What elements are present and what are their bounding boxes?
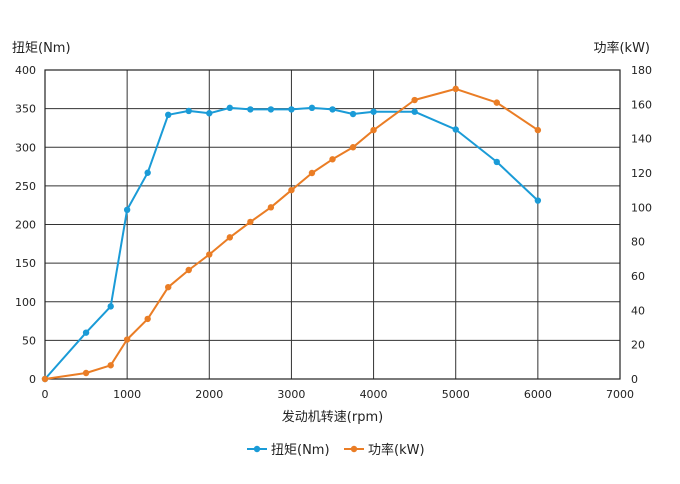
x-tick-label: 2000 (195, 388, 223, 401)
legend: 扭矩(Nm) 功率(kW) (247, 442, 425, 458)
y-left-axis-title: 扭矩(Nm) (12, 41, 71, 56)
torque-point (411, 108, 418, 115)
torque-point (226, 104, 234, 112)
y-right-tick-label: 120 (631, 167, 652, 180)
power-point (493, 99, 500, 106)
y-left-tick-label: 350 (15, 103, 36, 116)
x-tick-label: 5000 (442, 388, 470, 401)
y-left-tick-label: 300 (15, 141, 36, 154)
series-line-torque (44, 106, 539, 380)
y-right-tick-label: 40 (631, 304, 645, 317)
power-point (206, 251, 213, 258)
power-point (349, 144, 357, 151)
power-point (329, 156, 336, 163)
power-point (41, 375, 49, 383)
torque-point (349, 110, 357, 118)
y-right-tick-label: 100 (631, 201, 652, 214)
y-left-tick-label: 0 (29, 373, 36, 386)
y-right-tick-label: 0 (631, 373, 638, 386)
torque-point (185, 107, 192, 115)
y-left-tick-label: 200 (15, 219, 36, 232)
torque-point (107, 303, 114, 310)
torque-point (452, 126, 459, 133)
grid (44, 69, 621, 380)
torque-point (123, 206, 131, 214)
power-point (123, 336, 131, 343)
y-left-tick-label: 250 (15, 180, 36, 193)
y-right-tick-label: 160 (631, 98, 652, 111)
torque-point (144, 169, 151, 176)
power-point (165, 283, 172, 291)
power-point (411, 96, 418, 104)
torque-point (493, 158, 500, 166)
x-tick-label: 3000 (277, 388, 305, 401)
power-point (82, 369, 90, 377)
axes: 0 1000 2000 3000 4000 5000 6000 700005010015020… (12, 40, 652, 425)
torque-point (288, 106, 295, 113)
power-point (247, 218, 254, 226)
y-right-tick-label: 20 (631, 339, 645, 352)
x-tick-label: 0 (42, 388, 49, 401)
power-point (226, 234, 234, 241)
torque-point (329, 106, 336, 113)
y-right-tick-label: 60 (631, 270, 645, 283)
y-left-tick-label: 400 (15, 64, 36, 77)
torque-point (82, 329, 90, 336)
power-point (308, 169, 316, 177)
torque-point (370, 108, 377, 115)
power-point (185, 266, 192, 274)
torque-point (206, 110, 213, 117)
power-point (144, 315, 151, 323)
y-right-tick-label: 180 (631, 64, 652, 77)
y-right-tick-label: 140 (631, 133, 652, 146)
torque-point (267, 106, 275, 113)
legend-marker-torque (253, 445, 261, 453)
x-tick-label: 4000 (360, 388, 388, 401)
y-right-axis-title: 功率(kW) (593, 40, 650, 56)
x-tick-label: 1000 (113, 388, 141, 401)
torque-point (247, 106, 254, 113)
power-point (288, 186, 295, 194)
torque-point (165, 111, 172, 119)
power-point (370, 126, 377, 134)
power-point (452, 85, 459, 93)
plot-frame (44, 69, 621, 380)
y-right-tick-label: 80 (631, 236, 645, 249)
x-tick-label: 7000 (606, 388, 634, 401)
y-left-tick-label: 100 (15, 296, 36, 309)
y-left-tick-label: 150 (15, 257, 36, 270)
legend-marker-power (350, 445, 358, 453)
legend-label-power: 功率(kW) (368, 442, 425, 458)
series (41, 85, 542, 383)
power-point (534, 126, 542, 134)
legend-label-torque: 扭矩(Nm) (271, 443, 330, 458)
torque-point (308, 104, 316, 112)
torque-point (534, 197, 542, 204)
power-point (107, 362, 114, 369)
x-axis-title: 发动机转速(rpm) (282, 409, 383, 425)
series-line-power (44, 87, 539, 380)
y-left-tick-label: 50 (22, 334, 36, 347)
x-tick-label: 6000 (524, 388, 552, 401)
power-point (267, 204, 275, 211)
